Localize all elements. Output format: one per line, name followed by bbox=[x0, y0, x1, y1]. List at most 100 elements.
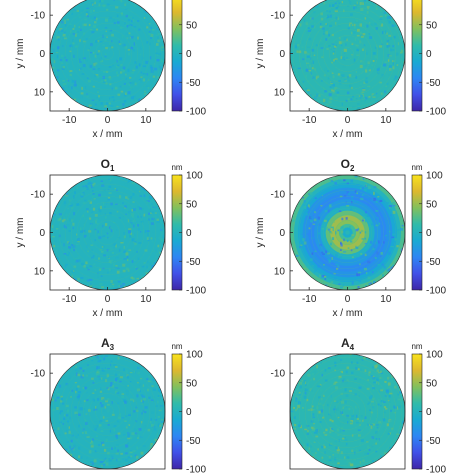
map-speckle bbox=[104, 379, 108, 383]
map-speckle bbox=[62, 45, 64, 47]
map-speckle bbox=[101, 461, 104, 463]
map-speckle bbox=[75, 203, 79, 206]
map-speckle bbox=[367, 66, 370, 70]
map-speckle bbox=[335, 231, 337, 235]
map-speckle bbox=[72, 245, 76, 249]
map-speckle bbox=[87, 188, 90, 192]
map-speckle bbox=[343, 37, 347, 40]
map-speckle bbox=[346, 239, 349, 242]
colorbar-tick-label: -100 bbox=[426, 465, 446, 474]
map-speckle bbox=[157, 400, 159, 404]
y-tick-label: 10 bbox=[274, 266, 286, 277]
map-speckle bbox=[79, 407, 83, 411]
map-speckle bbox=[394, 384, 398, 387]
map-speckle bbox=[340, 386, 343, 388]
map-speckle bbox=[385, 234, 387, 237]
map-speckle bbox=[95, 28, 99, 31]
map-speckle bbox=[105, 8, 109, 11]
map-speckle bbox=[356, 34, 360, 37]
map-speckle bbox=[133, 95, 136, 98]
map-speckle bbox=[68, 230, 71, 232]
map-speckle bbox=[365, 265, 367, 267]
map-speckle bbox=[298, 381, 301, 384]
map-speckle bbox=[152, 230, 155, 233]
map-speckle bbox=[327, 70, 329, 72]
map-speckle bbox=[397, 393, 400, 396]
map-speckle bbox=[387, 432, 390, 435]
map-speckle bbox=[106, 449, 108, 451]
map-speckle bbox=[311, 409, 315, 411]
map-speckle bbox=[368, 97, 371, 100]
map-speckle bbox=[126, 255, 129, 259]
map-speckle bbox=[105, 462, 109, 466]
map-speckle bbox=[121, 395, 125, 398]
map-speckle bbox=[106, 3, 110, 6]
map-speckle bbox=[300, 381, 302, 385]
map-speckle bbox=[355, 257, 358, 260]
map-speckle bbox=[71, 389, 74, 392]
map-speckle bbox=[89, 204, 91, 208]
map-speckle bbox=[91, 196, 94, 198]
map-speckle bbox=[363, 44, 366, 47]
map-speckle bbox=[321, 234, 323, 237]
map-speckle bbox=[93, 263, 96, 265]
map-speckle bbox=[391, 202, 395, 204]
map-speckle bbox=[148, 32, 151, 36]
map-speckle bbox=[358, 434, 361, 437]
map-speckle bbox=[87, 180, 91, 184]
map-contour bbox=[316, 22, 379, 85]
map-speckle bbox=[82, 64, 86, 68]
y-tick-label: -10 bbox=[271, 369, 286, 380]
map-speckle bbox=[381, 66, 385, 69]
map-speckle bbox=[137, 388, 140, 392]
map-speckle bbox=[127, 198, 130, 200]
map-speckle bbox=[351, 256, 354, 258]
map-speckle bbox=[139, 378, 143, 380]
map-speckle bbox=[310, 57, 313, 60]
map-speckle bbox=[377, 381, 380, 385]
map-speckle bbox=[306, 425, 310, 427]
map-speckle bbox=[124, 8, 128, 10]
map-speckle bbox=[94, 16, 96, 19]
map-speckle bbox=[102, 4, 106, 8]
map-speckle bbox=[76, 9, 79, 12]
map-speckle bbox=[68, 430, 71, 434]
map-speckle bbox=[114, 365, 118, 368]
map-speckle bbox=[323, 264, 325, 266]
map-speckle bbox=[302, 407, 304, 409]
map-speckle bbox=[356, 54, 360, 56]
map-speckle bbox=[306, 62, 310, 64]
map-speckle bbox=[364, 452, 367, 455]
map-speckle bbox=[388, 20, 392, 24]
map-speckle bbox=[331, 257, 333, 260]
map-speckle bbox=[394, 385, 397, 389]
map-speckle bbox=[338, 41, 342, 45]
map-speckle bbox=[92, 183, 95, 187]
map-speckle bbox=[316, 93, 319, 97]
map-speckle bbox=[123, 250, 127, 253]
map-speckle bbox=[346, 205, 350, 207]
map-speckle bbox=[78, 455, 81, 459]
map-speckle bbox=[116, 377, 119, 381]
map-speckle bbox=[152, 75, 156, 78]
map-speckle bbox=[312, 413, 315, 416]
map-speckle bbox=[104, 27, 108, 29]
map-speckle bbox=[396, 406, 398, 409]
map-speckle bbox=[65, 36, 68, 38]
colorbar-tick-label: -100 bbox=[186, 107, 206, 118]
heatmap-disk bbox=[290, 354, 405, 469]
map-speckle bbox=[313, 11, 316, 14]
map-speckle bbox=[330, 450, 333, 454]
map-speckle bbox=[148, 212, 150, 215]
map-speckle bbox=[78, 446, 81, 450]
map-speckle bbox=[63, 224, 66, 228]
map-speckle bbox=[351, 200, 353, 204]
map-speckle bbox=[145, 272, 148, 275]
map-speckle bbox=[84, 386, 86, 389]
map-speckle bbox=[308, 235, 312, 237]
x-tick-label: -10 bbox=[62, 294, 77, 305]
map-speckle bbox=[346, 379, 349, 381]
map-speckle bbox=[67, 241, 70, 244]
map-speckle bbox=[391, 49, 395, 51]
map-speckle bbox=[154, 206, 158, 209]
